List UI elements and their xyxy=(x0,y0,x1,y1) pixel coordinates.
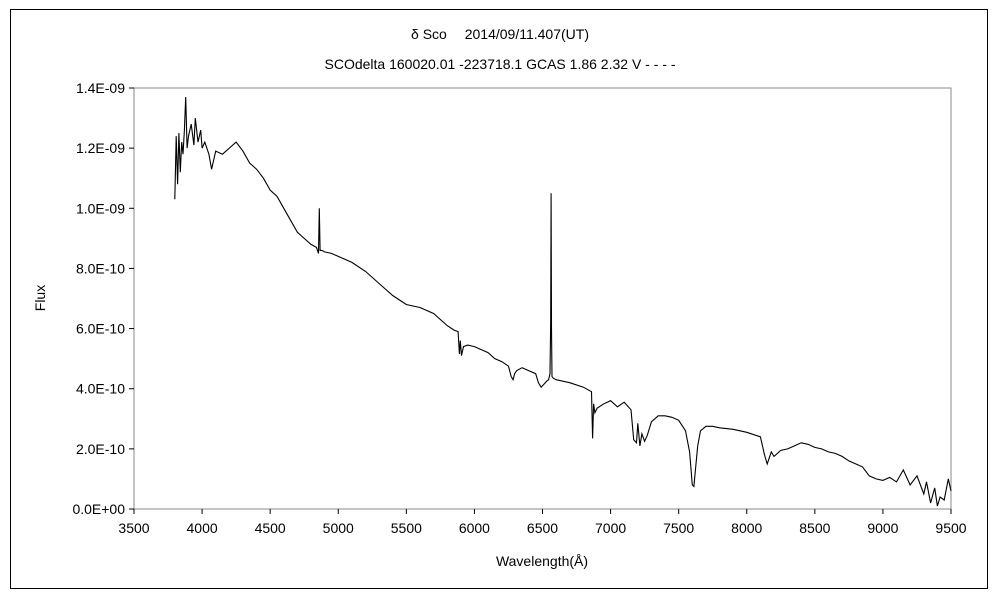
plot-area xyxy=(133,87,952,510)
y-tick-label: 2.0E-10 xyxy=(76,441,125,457)
y-tick-label: 1.0E-09 xyxy=(76,200,125,216)
y-tick-label: 6.0E-10 xyxy=(76,321,125,337)
x-tick-label: 8000 xyxy=(731,520,762,536)
x-axis: 3500 4000 4500 5000 5500 6000 6500 7000 7500 8000… xyxy=(118,509,967,536)
x-tick-label: 3500 xyxy=(118,520,149,536)
x-tick-label: 4000 xyxy=(187,520,218,536)
x-tick-label: 5000 xyxy=(323,520,354,536)
y-tick-label: 1.2E-09 xyxy=(76,140,125,156)
x-axis-label: Wavelength(Å) xyxy=(496,553,588,569)
x-tick-label: 8500 xyxy=(799,520,830,536)
x-tick-label: 9000 xyxy=(867,520,898,536)
series-line xyxy=(174,96,952,507)
x-tick-label: 9500 xyxy=(935,520,966,536)
y-tick-label: 1.4E-09 xyxy=(76,80,125,96)
x-tick-label: 7500 xyxy=(663,520,694,536)
y-tick-label: 8.0E-10 xyxy=(76,260,125,276)
y-axis: 0.0E+00 2.0E-10 4.0E-10 6.0E-10 8.0E-10 1.0E-… xyxy=(72,80,134,517)
y-tick-label: 0.0E+00 xyxy=(72,501,125,517)
x-tick-label: 4500 xyxy=(255,520,286,536)
chart-subtitle: SCOdelta 160020.01 -223718.1 GCAS 1.86 2… xyxy=(324,56,676,72)
y-tick-label: 4.0E-10 xyxy=(76,381,125,397)
y-axis-label: Flux xyxy=(32,285,48,311)
chart-title: δ Sco 2014/09/11.407(UT) xyxy=(411,26,589,42)
x-tick-label: 6500 xyxy=(527,520,558,536)
x-tick-label: 6000 xyxy=(459,520,490,536)
x-tick-label: 7000 xyxy=(595,520,626,536)
x-tick-label: 5500 xyxy=(391,520,422,536)
